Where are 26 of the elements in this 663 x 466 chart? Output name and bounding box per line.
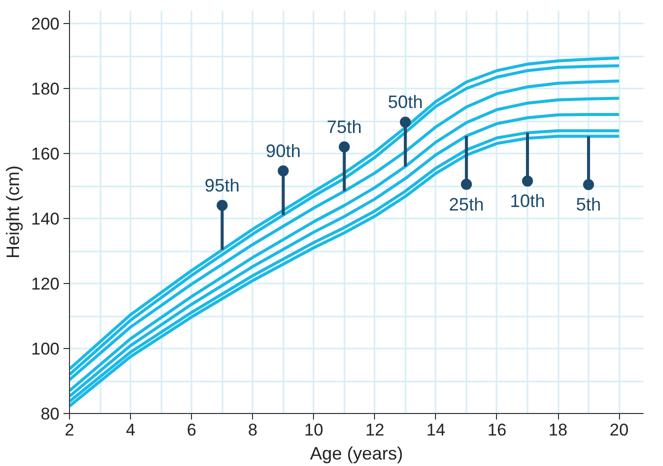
y-tick-label: 80 (40, 404, 60, 424)
y-tick-label: 120 (31, 274, 60, 294)
annotation: 25th (448, 194, 484, 214)
annotation: 75th (326, 116, 362, 137)
x-tick-label: 14 (426, 420, 446, 440)
y-tick-label: 140 (31, 210, 60, 228)
y-tick-label: 100 (31, 340, 60, 358)
x-tick-label: 18 (548, 420, 568, 440)
x-tick-label: 2 (64, 420, 74, 440)
y-tick-label: 160 (31, 144, 60, 164)
annotation: 95th (204, 175, 240, 196)
x-tick-label: 12 (365, 420, 384, 440)
annotation: 5th (576, 194, 602, 215)
annotation: 90th (266, 140, 301, 161)
y-axis-title: Height (cm) (3, 165, 24, 259)
x-tick-label: 4 (126, 420, 136, 440)
y-tick-label: 200 (31, 14, 60, 34)
y-tick-label: 180 (31, 80, 60, 98)
x-tick-label: 8 (248, 420, 258, 440)
x-axis-title: Age (years) (310, 444, 404, 464)
x-tick-label: 20 (610, 420, 629, 440)
annotation: 10th (510, 191, 546, 212)
x-tick-label: 16 (487, 420, 506, 440)
x-tick-label: 10 (304, 420, 324, 440)
annotation: 50th (388, 92, 423, 112)
x-tick-label: 6 (186, 420, 196, 440)
